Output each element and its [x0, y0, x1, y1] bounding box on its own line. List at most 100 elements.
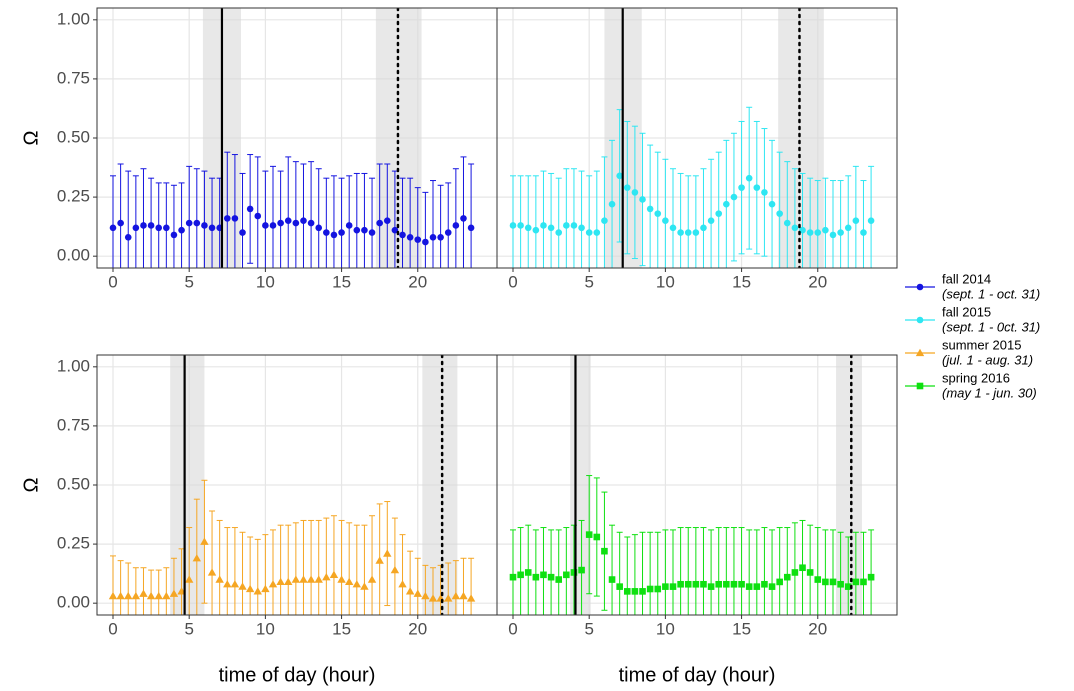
- point: [593, 229, 601, 236]
- point: [707, 217, 715, 225]
- point: [192, 554, 202, 562]
- point: [799, 564, 806, 572]
- x-tick-label: 10: [656, 272, 675, 291]
- legend-label: fall 2014: [942, 271, 991, 286]
- point: [383, 549, 392, 557]
- point: [867, 573, 875, 581]
- point: [361, 226, 368, 234]
- y-tick-label: 0.75: [57, 68, 90, 87]
- point: [169, 589, 179, 597]
- point: [578, 224, 585, 232]
- point: [132, 224, 140, 232]
- point: [437, 233, 444, 241]
- shaded-band: [422, 355, 458, 615]
- point: [662, 217, 669, 225]
- point: [261, 584, 270, 593]
- point: [292, 219, 300, 227]
- point: [139, 589, 148, 597]
- point: [700, 580, 707, 588]
- point: [532, 573, 540, 581]
- point: [291, 575, 301, 583]
- point: [639, 588, 646, 595]
- point: [806, 229, 814, 236]
- point: [422, 238, 429, 246]
- point: [715, 210, 723, 217]
- point: [314, 575, 323, 583]
- point: [829, 578, 837, 586]
- y-tick-label: 0.25: [57, 534, 90, 553]
- legend-label: fall 2015: [942, 304, 991, 319]
- shaded-band: [836, 355, 862, 615]
- point: [867, 217, 875, 225]
- legend-marker: [916, 316, 924, 324]
- point: [109, 224, 117, 232]
- point: [451, 591, 461, 600]
- x-tick-label: 15: [732, 272, 751, 291]
- point: [223, 580, 232, 588]
- point: [459, 591, 468, 600]
- point: [231, 215, 239, 222]
- point: [532, 226, 540, 234]
- point: [170, 231, 178, 239]
- plot-area: [109, 8, 475, 268]
- point: [593, 533, 601, 541]
- point: [146, 591, 156, 600]
- point: [306, 575, 316, 583]
- point: [452, 222, 460, 229]
- point: [524, 224, 532, 232]
- legend-period: (sept. 1 - oct. 31): [942, 286, 1040, 301]
- x-tick-label: 15: [732, 619, 751, 638]
- point: [337, 575, 346, 583]
- point: [738, 184, 745, 191]
- shaded-band: [375, 8, 422, 268]
- point: [421, 591, 430, 600]
- y-tick-label: 1.00: [57, 356, 90, 375]
- y-axis-title: Ω: [20, 477, 42, 492]
- point: [723, 200, 730, 208]
- point: [852, 217, 860, 225]
- legend-marker: [916, 382, 924, 390]
- x-tick-label: 0: [508, 272, 517, 291]
- legend-marker: [916, 283, 924, 291]
- point: [330, 231, 338, 239]
- x-tick-label: 5: [184, 272, 193, 291]
- point: [215, 575, 224, 583]
- point: [117, 219, 124, 227]
- panel: 0.00 0.25 0.50 0.75 1.00 0 5 10 15 20 Ω: [20, 7, 498, 291]
- panel: 0 5 10 15 20: [496, 7, 898, 291]
- shaded-band: [570, 355, 591, 615]
- y-axis-title: Ω: [20, 130, 42, 145]
- point: [570, 569, 578, 576]
- point: [253, 587, 262, 595]
- point: [677, 580, 684, 588]
- point: [822, 226, 829, 234]
- x-axis-title: time of day (hour): [219, 664, 376, 686]
- point: [791, 224, 799, 232]
- point: [540, 222, 547, 229]
- point: [745, 174, 753, 182]
- point: [398, 580, 407, 588]
- point: [429, 233, 437, 241]
- point: [555, 576, 563, 583]
- legend-period: (jul. 1 - aug. 31): [942, 352, 1033, 367]
- panel: 0 5 10 15 20 time of day (hour): [496, 354, 898, 686]
- point: [684, 580, 692, 588]
- legend-period: (sept. 1 - 0ct. 31): [942, 319, 1040, 334]
- point: [715, 580, 723, 588]
- point: [700, 224, 707, 232]
- point: [654, 210, 662, 217]
- point: [116, 591, 125, 600]
- x-axis-title: time of day (hour): [619, 664, 776, 686]
- y-tick-label: 0.50: [57, 127, 90, 146]
- point: [276, 577, 285, 586]
- point: [601, 217, 608, 225]
- x-tick-label: 20: [808, 619, 827, 638]
- point: [322, 572, 331, 581]
- point: [460, 215, 467, 222]
- point: [601, 547, 608, 555]
- point: [799, 226, 806, 234]
- point: [684, 229, 692, 236]
- point: [467, 224, 475, 232]
- legend-label: summer 2015: [942, 337, 1021, 352]
- y-tick-label: 1.00: [57, 9, 90, 28]
